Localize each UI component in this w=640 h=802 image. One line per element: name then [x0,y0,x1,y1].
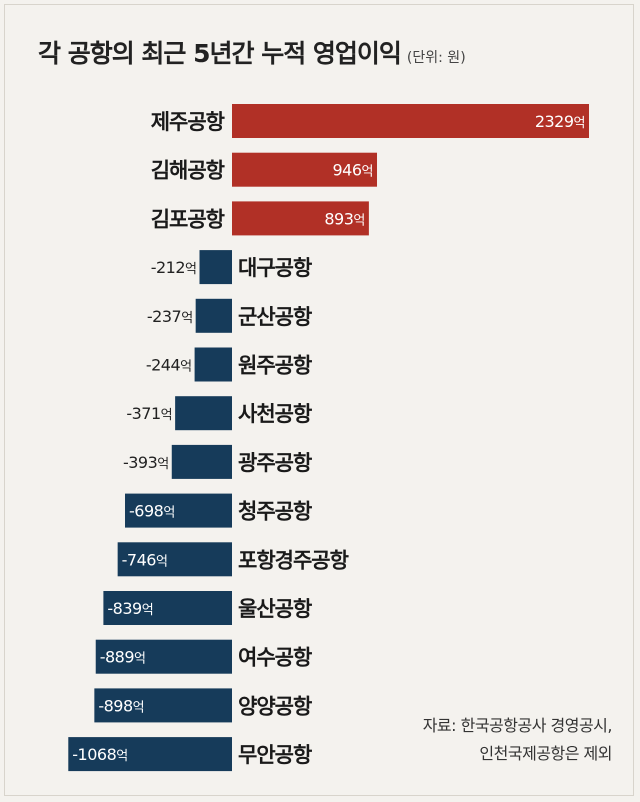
category-label-2: 김해공항 [151,159,225,183]
bar-2 [232,152,378,187]
bar-9 [125,493,232,528]
bar-6 [194,347,232,382]
value-label-5: -237억 [147,307,193,326]
bar-3 [232,201,369,236]
bar-7 [175,396,232,431]
category-label-9: 청주공항 [238,500,312,524]
value-label-9: -698억 [129,502,175,521]
value-label-6: -244억 [146,356,192,375]
category-label-14: 무안공항 [238,743,312,767]
chart-title: 각 공항의 최근 5년간 누적 영업이익 (단위: 원) [38,34,466,70]
bar-11 [103,591,232,625]
category-label-5: 군산공항 [238,305,312,329]
bar-4 [199,250,232,285]
category-label-3: 김포공항 [151,207,225,231]
value-label-3: 893억 [324,209,365,228]
source-note: 자료: 한국공항공사 경영공시, 인천국제공항은 제외 [422,712,613,768]
category-label-6: 원주공항 [238,354,312,378]
value-label-13: -898억 [98,696,144,715]
value-label-7: -371억 [126,404,172,423]
bar-14 [68,737,233,772]
category-label-13: 양양공항 [238,694,312,718]
category-label-1: 제주공항 [151,110,225,134]
value-label-14: -1068억 [72,745,127,764]
value-label-1: 2329억 [535,112,585,131]
bar-13 [94,688,232,723]
chart-title-text: 각 공항의 최근 5년간 누적 영업이익 [38,39,402,68]
value-label-10: -746억 [122,550,168,569]
bar-8 [171,444,232,479]
category-label-12: 여수공항 [238,646,312,670]
value-label-4: -212억 [151,258,197,277]
bar-12 [95,639,233,674]
category-label-8: 광주공항 [238,451,312,475]
category-label-4: 대구공항 [238,256,312,280]
bar-5 [195,298,232,333]
category-label-7: 사천공항 [238,402,312,426]
category-label-10: 포항경주공항 [238,548,349,572]
unit-note: (단위: 원) [406,50,466,66]
value-label-12: -889억 [100,648,146,667]
source-line-1: 자료: 한국공항공사 경영공시, [422,716,613,735]
value-label-8: -393억 [123,453,169,472]
category-label-11: 울산공항 [238,597,312,621]
source-line-2: 인천국제공항은 제외 [479,744,612,763]
chart-frame [4,4,634,796]
value-label-2: 946억 [332,161,373,180]
bar-1 [232,104,589,138]
value-label-11: -839억 [107,599,153,618]
bar-10 [117,542,232,577]
